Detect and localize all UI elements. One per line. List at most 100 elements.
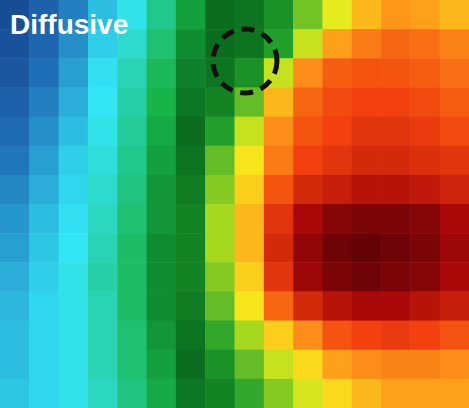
heatmap-cell (381, 175, 411, 205)
heatmap-cell (205, 58, 235, 88)
heatmap-cell (29, 350, 59, 380)
heatmap-cell (235, 117, 265, 147)
heatmap-cell (293, 117, 323, 147)
heatmap-cell (322, 87, 352, 117)
heatmap-cell (322, 291, 352, 321)
heatmap-cell (235, 146, 265, 176)
heatmap-cell (440, 117, 469, 147)
heatmap-cell (117, 233, 147, 263)
heatmap-cell (352, 146, 382, 176)
heatmap-cell (440, 175, 469, 205)
heatmap-cell (88, 175, 118, 205)
heatmap-cell (117, 321, 147, 351)
heatmap-cell (322, 117, 352, 147)
heatmap-cell (59, 291, 89, 321)
heatmap-cell (293, 379, 323, 408)
heatmap-cell (352, 175, 382, 205)
heatmap-cell (440, 262, 469, 292)
heatmap-cell (59, 233, 89, 263)
heatmap-cell (147, 87, 177, 117)
heatmap-cell (147, 117, 177, 147)
heatmap-cell (322, 29, 352, 59)
heatmap-cell (176, 175, 206, 205)
heatmap-cell (117, 262, 147, 292)
heatmap-cell (264, 350, 294, 380)
heatmap-cell (440, 204, 469, 234)
heatmap-cell (264, 87, 294, 117)
heatmap-cell (117, 87, 147, 117)
heatmap-cell (293, 29, 323, 59)
heatmap-cell (205, 117, 235, 147)
heatmap-cell (235, 29, 265, 59)
heatmap-cell (117, 175, 147, 205)
heatmap-cell (205, 146, 235, 176)
heatmap-cell (440, 146, 469, 176)
heatmap-cell (117, 117, 147, 147)
heatmap-cell (352, 350, 382, 380)
heatmap-cell (176, 87, 206, 117)
heatmap-cell (322, 262, 352, 292)
heatmap-cell (381, 379, 411, 408)
heatmap-cell (88, 233, 118, 263)
heatmap-cell (147, 29, 177, 59)
heatmap-cell (381, 58, 411, 88)
heatmap-cell (117, 350, 147, 380)
highlight-circle (213, 29, 277, 93)
heatmap-cell (205, 291, 235, 321)
heatmap-cell (176, 117, 206, 147)
heatmap-cell (381, 291, 411, 321)
heatmap-cell (322, 321, 352, 351)
heatmap-cell (29, 146, 59, 176)
heatmap-cell (176, 146, 206, 176)
heatmap-cell (352, 379, 382, 408)
heatmap-cell (117, 146, 147, 176)
heatmap-cell (352, 291, 382, 321)
heatmap-cell (88, 146, 118, 176)
heatmap-cell (88, 117, 118, 147)
heatmap-cell (88, 58, 118, 88)
heatmap-cell (176, 262, 206, 292)
heatmap-cell (235, 0, 265, 30)
heatmap-cell (147, 262, 177, 292)
heatmap-cell (293, 233, 323, 263)
heatmap-cell (410, 321, 440, 351)
heatmap-cell (264, 262, 294, 292)
heatmap-cell (352, 0, 382, 30)
heatmap-cell (440, 321, 469, 351)
heatmap-cell (293, 350, 323, 380)
heatmap-cell (293, 321, 323, 351)
heatmap-cell (0, 87, 30, 117)
heatmap-cell (293, 58, 323, 88)
heatmap-cell (0, 175, 30, 205)
heatmap-cell (410, 233, 440, 263)
heatmap-cell (410, 87, 440, 117)
heatmap-cell (176, 29, 206, 59)
heatmap-cell (293, 175, 323, 205)
heatmap-cell (322, 0, 352, 30)
heatmap-cell (440, 87, 469, 117)
heatmap-cell (205, 233, 235, 263)
heatmap-cell (235, 379, 265, 408)
heatmap-cell (293, 262, 323, 292)
chart: Diffusive (0, 0, 469, 408)
heatmap-cell (440, 0, 469, 30)
heatmap-cell (176, 291, 206, 321)
heatmap-cell (264, 379, 294, 408)
heatmap-cell (381, 87, 411, 117)
heatmap-cell (235, 58, 265, 88)
heatmap-cell (440, 233, 469, 263)
heatmap-cell (117, 291, 147, 321)
heatmap-cell (352, 87, 382, 117)
heatmap-cell (293, 291, 323, 321)
heatmap-cell (381, 233, 411, 263)
heatmap-cell (0, 146, 30, 176)
heatmap-cell (293, 146, 323, 176)
heatmap-cell (352, 29, 382, 59)
heatmap-cell (59, 379, 89, 408)
heatmap-cell (88, 350, 118, 380)
heatmap-cell (235, 350, 265, 380)
heatmap-cell (381, 146, 411, 176)
heatmap-cell (264, 204, 294, 234)
heatmap-cell (264, 117, 294, 147)
heatmap-cell (0, 117, 30, 147)
